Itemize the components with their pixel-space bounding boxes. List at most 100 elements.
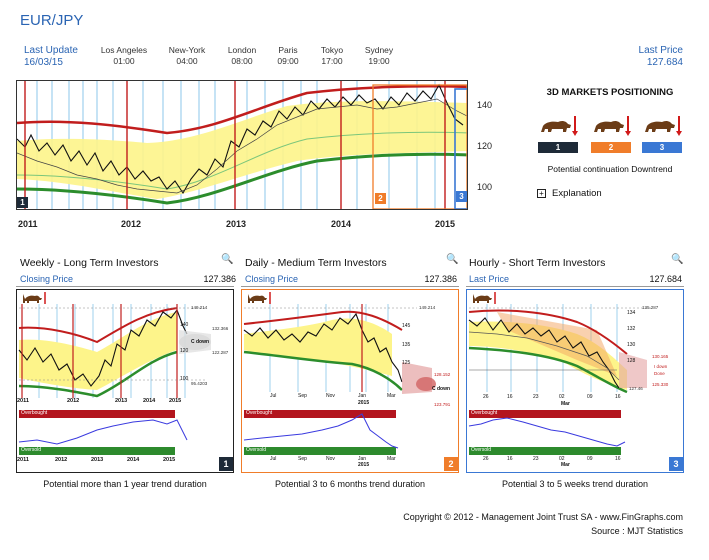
panel-3-x-tick: 09 (587, 394, 593, 400)
panel-3-y-tick: 134 (627, 310, 636, 316)
main-x-tick: 2015 (435, 219, 456, 229)
green-lower-band (17, 152, 467, 205)
panel-3-x-tick-osc: 23 (533, 456, 539, 462)
panel-2-y-tick: 125 (402, 360, 411, 366)
main-y-tick: 100 (477, 182, 493, 192)
panel-3-footer: Potential 3 to 5 weeks trend duration (501, 479, 649, 489)
city-name: London (227, 45, 257, 55)
panel-3-x-tick-osc: 02 (559, 456, 565, 462)
panel-2-chart[interactable]: Jul Sep Nov Jan Mar 2015 Jul Sep Nov Jan… (241, 289, 459, 473)
red-upper-band (17, 85, 467, 135)
panel-3-hline-label: 135.287 (642, 305, 659, 310)
panel-2-hline-label: 149.214 (419, 305, 436, 310)
panel-3-hline-label: 125.330 (652, 382, 669, 387)
panel-2-x-tick: Sep (298, 393, 307, 399)
panel-2-x-tick: Nov (326, 393, 335, 399)
panel-2-price-label: Closing Price (245, 274, 299, 284)
panel-3-x-tick: 16 (615, 394, 621, 400)
panel-2-cloud-text: C down (432, 386, 451, 392)
panel-3-x-tick-osc: 16 (615, 456, 621, 462)
panel-3-oversold: Oversold (471, 447, 492, 453)
panel-3-title: Hourly - Short Term Investors (469, 257, 606, 269)
panel-1-x-tick: 2014 (143, 398, 156, 404)
copyright-text: Copyright © 2012 - Management Joint Trus… (403, 512, 683, 522)
timeframe-box-3[interactable]: 3 (642, 142, 682, 153)
panel-3-price-label: Last Price (469, 274, 510, 284)
timeframe-box-2[interactable]: 2 (591, 142, 631, 153)
panel-3-y-tick: 132 (627, 326, 636, 332)
panel-1-x-tick: 2012 (67, 398, 80, 404)
panel-1-price-value: 127.386 (203, 274, 236, 284)
zoom-icon[interactable]: 🔍 (221, 254, 234, 265)
page-title: EUR/JPY (20, 12, 84, 29)
panel-1-chart[interactable]: 2011 2012 2013 2014 2015 2011 2012 2013 … (16, 289, 234, 473)
panel-3-x-sub-osc: Mar (561, 462, 570, 468)
orange-zoom-box (372, 84, 467, 209)
marker-3-label: 3 (459, 192, 464, 201)
main-x-tick: 2012 (121, 219, 142, 229)
zoom-icon[interactable]: 🔍 (446, 254, 459, 265)
bear-icon (642, 114, 682, 138)
panel-1-x-tick-osc: 2013 (91, 457, 104, 463)
explanation-label: Explanation (552, 188, 602, 199)
panel-2-hline-label: 128.152 (434, 372, 451, 377)
panel-1-x-tick: 2013 (115, 398, 128, 404)
panel-3-y-tick: 130 (627, 342, 636, 348)
panel-2-y-tick: 145 (402, 323, 411, 329)
panel-1-hline-label: 132.366 (212, 326, 229, 331)
city-time: 08:00 (231, 56, 253, 66)
panel-3-x-tick: 02 (559, 394, 565, 400)
bear-icon (538, 114, 578, 138)
city-name: Paris (278, 45, 298, 55)
panel-3-y-tick: 128 (627, 358, 636, 364)
panel-2-number: 2 (444, 457, 458, 471)
panel-2-x-tick: Jul (270, 393, 277, 399)
city-name: Los Angeles (100, 45, 148, 55)
panel-1-number: 1 (219, 457, 233, 471)
panel-1-footer: Potential more than 1 year trend duratio… (43, 479, 207, 489)
marker-1-label: 1 (20, 198, 25, 207)
panel-3-number: 3 (669, 457, 683, 471)
timeframe-box-1[interactable]: 1 (538, 142, 578, 153)
panel-3-x-tick-osc: 26 (483, 456, 489, 462)
panel-1-x-tick: 2015 (169, 398, 182, 404)
main-price-chart[interactable]: 1 2 3 (16, 80, 468, 210)
panel-1-x-tick-osc: 2012 (55, 457, 68, 463)
panel-3-x-tick: 23 (533, 394, 539, 400)
city-name: Tokyo (320, 45, 344, 55)
panel-2-x-tick-osc: Nov (326, 456, 335, 462)
panel-2-overbought: Overbought (246, 410, 273, 416)
panel-1-oversold: Oversold (21, 447, 42, 453)
panel-1-y-tick: 120 (180, 348, 189, 354)
panel-1-price-label: Closing Price (20, 274, 74, 284)
blue-zoom-box (454, 88, 467, 209)
last-update-label: Last Update (24, 45, 78, 56)
panel-2-y-tick: 135 (402, 342, 411, 348)
secondary-line (17, 98, 467, 194)
panel-1-x-tick-osc: 2015 (163, 457, 176, 463)
panel-2-x-tick-osc: Jan (358, 456, 367, 462)
city-time: 09:00 (277, 56, 299, 66)
panel-1-y-tick: 100 (180, 376, 189, 382)
panel-1-hline-label: 95.4203 (191, 381, 208, 386)
panel-2-price-value: 127.386 (424, 274, 457, 284)
explanation-toggle[interactable]: + Explanation (537, 188, 602, 199)
city-time: 04:00 (176, 56, 198, 66)
panel-2-svg (243, 292, 436, 455)
panel-3-x-tick-osc: 09 (587, 456, 593, 462)
panel-3-cloud-text: I down (654, 364, 668, 369)
main-x-tick: 2014 (331, 219, 352, 229)
marker-2-box (375, 193, 386, 204)
positioning-title: 3D MARKETS POSITIONING (546, 87, 674, 98)
light-green-band (17, 131, 467, 190)
divider (466, 286, 684, 287)
main-x-tick: 2011 (18, 219, 38, 229)
panel-2-x-tick-osc: Sep (298, 456, 307, 462)
panel-3-chart[interactable]: 26 16 23 02 09 16 Mar 26 16 23 02 09 16 … (466, 289, 684, 473)
panel-2-x-sub-osc: 2015 (358, 462, 370, 468)
zoom-icon[interactable]: 🔍 (671, 254, 684, 265)
main-y-tick: 140 (477, 100, 493, 110)
panel-3-x-tick-osc: 16 (507, 456, 513, 462)
marker-3-box (456, 191, 467, 202)
divider (16, 286, 234, 287)
